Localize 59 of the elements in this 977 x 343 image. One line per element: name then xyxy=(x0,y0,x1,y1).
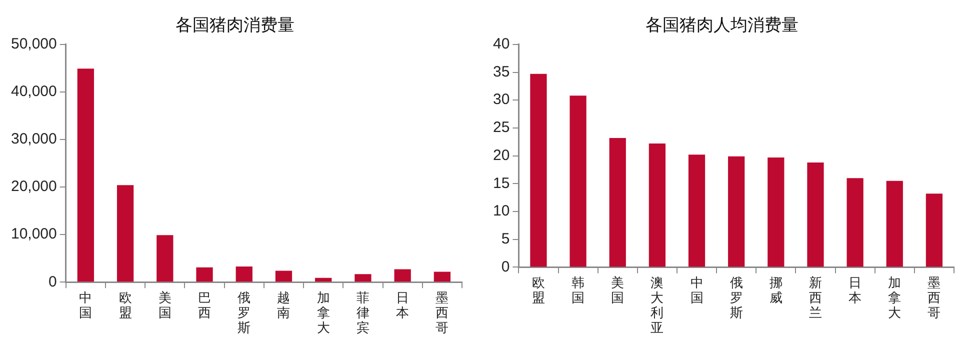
bar xyxy=(609,138,626,267)
bar xyxy=(728,156,745,267)
x-tick-label: 欧盟 xyxy=(118,291,132,321)
x-tick-label: 墨西哥 xyxy=(928,276,941,321)
bar xyxy=(807,162,824,267)
bar xyxy=(648,144,666,267)
y-tick-label: 40,000 xyxy=(10,83,57,100)
bar xyxy=(434,272,451,282)
x-tick-label: 加拿大 xyxy=(888,276,902,321)
y-tick-label: 10,000 xyxy=(10,226,57,243)
x-tick-label: 菲律宾 xyxy=(356,291,370,336)
chart-title: 各国猪肉人均消费量 xyxy=(646,16,798,36)
x-tick-label: 俄罗斯 xyxy=(238,291,251,336)
x-tick-label: 墨西哥 xyxy=(436,291,449,336)
bar xyxy=(77,68,94,282)
bar xyxy=(116,185,134,282)
x-tick-label: 巴西 xyxy=(198,291,212,321)
x-tick-label: 澳大利亚 xyxy=(650,276,664,336)
y-tick-label: 20 xyxy=(492,146,510,164)
y-tick-label: 50,000 xyxy=(10,36,57,53)
x-tick-label: 欧盟 xyxy=(532,276,545,306)
bar xyxy=(886,180,903,267)
bar xyxy=(768,157,784,267)
bar xyxy=(926,194,943,267)
y-tick-label: 35 xyxy=(492,63,510,80)
x-tick-label: 俄罗斯 xyxy=(730,276,743,321)
y-tick-label: 0 xyxy=(501,258,510,276)
y-tick-label: 15 xyxy=(492,174,510,192)
x-tick-label: 挪威 xyxy=(769,276,782,306)
x-tick-label: 加拿大 xyxy=(316,291,330,336)
bar xyxy=(354,274,372,282)
x-tick-label: 越南 xyxy=(277,291,290,321)
x-tick-label: 中国 xyxy=(79,291,92,321)
y-tick-label: 10 xyxy=(492,202,510,220)
bar xyxy=(156,235,174,282)
bar xyxy=(394,269,411,282)
bar xyxy=(530,74,547,267)
x-tick-label: 中国 xyxy=(690,276,704,306)
bar xyxy=(570,96,586,267)
bar xyxy=(275,270,292,282)
bar xyxy=(196,267,213,282)
x-tick-label: 韩国 xyxy=(572,276,585,306)
y-tick-label: 25 xyxy=(492,119,510,136)
y-tick-label: 5 xyxy=(501,230,510,248)
x-tick-label: 日本 xyxy=(396,291,410,321)
y-tick-label: 0 xyxy=(48,273,57,290)
chart-title: 各国猪肉消费量 xyxy=(176,16,294,36)
bar xyxy=(688,154,706,267)
bar xyxy=(315,278,332,282)
x-tick-label: 美国 xyxy=(611,275,624,306)
y-tick-label: 30,000 xyxy=(10,130,57,148)
bar xyxy=(236,266,252,282)
x-tick-label: 美国 xyxy=(158,290,172,321)
x-tick-label: 新西兰 xyxy=(808,276,822,321)
y-tick-label: 20,000 xyxy=(10,178,57,196)
x-tick-label: 日本 xyxy=(848,276,862,306)
y-tick-label: 30 xyxy=(492,91,510,108)
y-tick-label: 40 xyxy=(492,36,510,53)
bar xyxy=(846,178,864,267)
